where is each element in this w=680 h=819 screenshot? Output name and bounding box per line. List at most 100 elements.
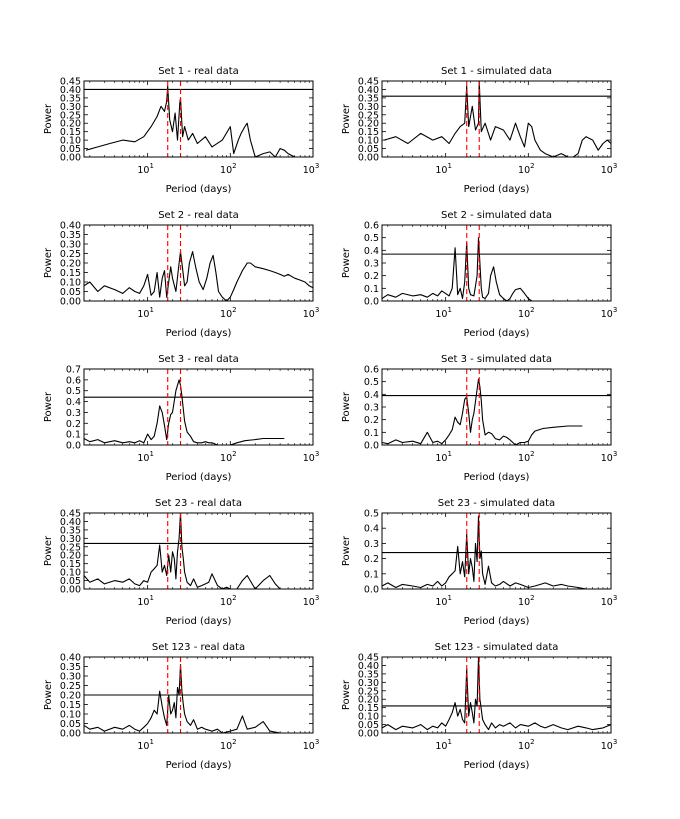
y-axis-label: Power <box>43 247 54 278</box>
y-tick-label: 0.1 <box>364 428 379 439</box>
plot-area <box>84 657 313 733</box>
y-tick-label: 0.25 <box>60 249 81 260</box>
chart-title: Set 23 - simulated data <box>438 498 555 509</box>
y-tick-label: 0.05 <box>358 720 379 731</box>
y-tick-label: 0.1 <box>364 569 379 580</box>
axes-frame <box>83 512 314 590</box>
x-tick-label: 101 <box>435 738 452 752</box>
x-tick-exponent: 2 <box>530 738 534 746</box>
x-axis-label: Period (days) <box>464 616 530 627</box>
y-tick-label: 0.10 <box>358 712 379 723</box>
y-tick-label: 0.00 <box>358 153 379 164</box>
x-tick-exponent: 3 <box>315 594 319 602</box>
x-tick-label: 101 <box>137 450 154 464</box>
y-tick-label: 0.05 <box>60 287 81 298</box>
chart-panel: Set 3 - simulated data Power Period (days)… <box>341 354 617 483</box>
y-tick-label: 0.25 <box>358 686 379 697</box>
x-tick-label: 103 <box>601 738 618 752</box>
y-tick-label: 0.35 <box>60 525 81 536</box>
plot-area <box>382 81 611 157</box>
axes-frame <box>381 224 612 302</box>
plot-area <box>84 369 313 445</box>
y-tick-label: 0.45 <box>358 77 379 88</box>
x-tick-exponent: 3 <box>613 450 617 458</box>
x-tick-exponent: 2 <box>530 162 534 170</box>
y-tick-label: 0.5 <box>364 509 379 520</box>
x-tick-exponent: 2 <box>530 594 534 602</box>
x-tick-label: 102 <box>518 594 535 608</box>
y-tick-label: 0.00 <box>60 153 81 164</box>
series-line <box>84 379 285 445</box>
chart-title: Set 1 - simulated data <box>441 66 552 77</box>
x-tick-exponent: 3 <box>315 738 319 746</box>
chart-panel: Set 2 - simulated data Power Period (days)… <box>341 210 617 339</box>
x-tick-label: 101 <box>435 306 452 320</box>
x-tick-exponent: 2 <box>232 450 236 458</box>
chart-panel: Set 123 - simulated data Power Period (day… <box>341 642 617 771</box>
plot-area <box>84 513 313 589</box>
x-axis-label: Period (days) <box>464 760 530 771</box>
y-tick-label: 0.6 <box>66 375 81 386</box>
series-line <box>84 251 313 301</box>
x-tick-label: 103 <box>601 306 618 320</box>
y-tick-label: 0.10 <box>60 278 81 289</box>
y-tick-label: 0.0 <box>364 297 379 308</box>
x-tick-exponent: 1 <box>149 594 153 602</box>
y-tick-label: 0.10 <box>60 136 81 147</box>
y-tick-label: 0.5 <box>66 386 81 397</box>
x-tick-label: 101 <box>137 162 154 176</box>
y-tick-label: 0.20 <box>60 259 81 270</box>
y-axis-label: Power <box>43 103 54 134</box>
x-tick-label: 102 <box>220 450 237 464</box>
chart-panel: Set 23 - simulated data Power Period (days… <box>341 498 617 627</box>
y-tick-label: 0.0 <box>364 441 379 452</box>
y-tick-label: 0.3 <box>66 408 81 419</box>
x-tick-exponent: 1 <box>149 162 153 170</box>
y-axis-label: Power <box>341 247 352 278</box>
axes-frame <box>381 656 612 734</box>
y-tick-label: 0.05 <box>60 144 81 155</box>
x-axis-label: Period (days) <box>464 328 530 339</box>
y-tick-label: 0.20 <box>358 695 379 706</box>
x-tick-exponent: 1 <box>149 450 153 458</box>
y-tick-label: 0.25 <box>60 110 81 121</box>
y-tick-label: 0.15 <box>60 700 81 711</box>
axes-frame <box>83 656 314 734</box>
y-tick-label: 0.15 <box>60 559 81 570</box>
x-tick-exponent: 1 <box>447 306 451 314</box>
y-tick-label: 0.35 <box>358 93 379 104</box>
y-tick-label: 0.10 <box>358 136 379 147</box>
y-tick-label: 0.2 <box>364 271 379 282</box>
x-tick-exponent: 1 <box>447 450 451 458</box>
y-tick-label: 0.0 <box>66 441 81 452</box>
chart-panel: Set 123 - real data Power Period (days) 0.0… <box>43 642 319 771</box>
y-tick-label: 0.40 <box>358 661 379 672</box>
chart-panel: Set 1 - simulated data Power Period (days)… <box>341 66 617 195</box>
series-line <box>382 657 611 731</box>
y-tick-label: 0.3 <box>364 403 379 414</box>
x-tick-label: 101 <box>435 450 452 464</box>
chart-title: Set 123 - simulated data <box>435 642 559 653</box>
y-tick-label: 0.5 <box>364 233 379 244</box>
y-tick-label: 0.15 <box>358 703 379 714</box>
y-tick-label: 0.35 <box>60 230 81 241</box>
x-tick-label: 102 <box>220 162 237 176</box>
x-axis-label: Period (days) <box>464 184 530 195</box>
series-line <box>382 378 583 445</box>
y-tick-label: 0.2 <box>364 415 379 426</box>
y-tick-label: 0.30 <box>60 102 81 113</box>
y-tick-label: 0.3 <box>364 259 379 270</box>
x-tick-label: 101 <box>435 162 452 176</box>
y-tick-label: 0.05 <box>60 719 81 730</box>
axes-frame <box>381 80 612 158</box>
y-tick-label: 0.35 <box>60 662 81 673</box>
x-tick-exponent: 3 <box>613 162 617 170</box>
y-tick-label: 0.30 <box>358 678 379 689</box>
y-tick-label: 0.1 <box>66 430 81 441</box>
plot-area <box>84 225 313 301</box>
y-axis-label: Power <box>43 535 54 566</box>
x-axis-label: Period (days) <box>166 184 232 195</box>
